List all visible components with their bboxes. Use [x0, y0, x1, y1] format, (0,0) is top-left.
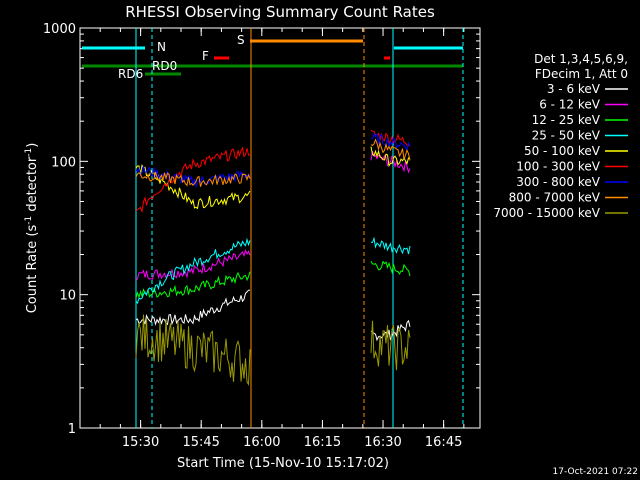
x-axis-label: Start Time (15-Nov-10 15:17:02): [177, 456, 389, 471]
series-line: [370, 236, 411, 255]
legend-entry: 50 - 100 keV: [524, 144, 601, 158]
legend-entry: 100 - 300 keV: [516, 160, 600, 174]
x-tick-label: 15:45: [182, 435, 219, 450]
flag-label-f: F: [202, 49, 209, 63]
legend-entry: 800 - 7000 keV: [509, 191, 601, 205]
legend-entry: 7000 - 15000 keV: [493, 206, 600, 220]
plot-frame: [79, 27, 481, 429]
timestamp: 17-Oct-2021 07:22: [553, 467, 638, 477]
y-axis-label: Count Rate (s-1 detector-1): [24, 143, 40, 314]
flag-label-n: N: [157, 40, 166, 54]
series-line: [370, 320, 411, 371]
y-tick-label: 100: [51, 155, 76, 170]
series-line: [135, 171, 251, 187]
series-line: [135, 289, 251, 326]
series-line: [370, 132, 411, 152]
legend-entry: 6 - 12 keV: [539, 98, 601, 112]
series-line: [370, 260, 411, 277]
chart-title: RHESSI Observing Summary Count Rates: [125, 3, 435, 21]
legend-entry: 25 - 50 keV: [532, 129, 601, 143]
y-tick-label: 1000: [43, 22, 76, 37]
legend-entry: 12 - 25 keV: [532, 113, 601, 127]
series-line: [135, 249, 251, 281]
x-tick-label: 16:45: [425, 435, 462, 450]
series-line: [135, 165, 251, 189]
legend-header: FDecim 1, Att 0: [535, 67, 628, 81]
series-line: [370, 151, 411, 174]
series-line: [370, 319, 411, 342]
x-tick-label: 16:30: [364, 435, 401, 450]
flag-label-rd6: RD6: [118, 67, 143, 81]
series-line: [135, 237, 251, 305]
legend: Det 1,3,4,5,6,9,FDecim 1, Att 03 - 6 keV…: [493, 52, 628, 220]
series-line: [135, 146, 251, 214]
flag-label-rd0: RD0: [152, 59, 177, 73]
series-line: [135, 314, 251, 386]
x-tick-label: 15:30: [122, 435, 159, 450]
flag-bars: N RD0 RD6 F S: [82, 28, 464, 428]
legend-entry: 300 - 800 keV: [516, 175, 600, 189]
svg-text:Count Rate (s-1 detector-1): Count Rate (s-1 detector-1): [24, 143, 40, 314]
flag-label-s: S: [237, 33, 245, 47]
series-line: [135, 271, 251, 299]
y-tick-label: 1: [68, 422, 76, 437]
series-line: [370, 138, 411, 161]
legend-entry: 3 - 6 keV: [547, 82, 601, 96]
series-lines: [135, 129, 411, 386]
y-tick-label: 10: [59, 289, 76, 304]
legend-header: Det 1,3,4,5,6,9,: [534, 52, 628, 66]
x-tick-label: 16:00: [243, 435, 280, 450]
x-tick-label: 16:15: [304, 435, 341, 450]
axis-ticks: 1 10 100 1000 15:30 15:45 16:00 16:15 16:30 16:45: [43, 22, 480, 450]
